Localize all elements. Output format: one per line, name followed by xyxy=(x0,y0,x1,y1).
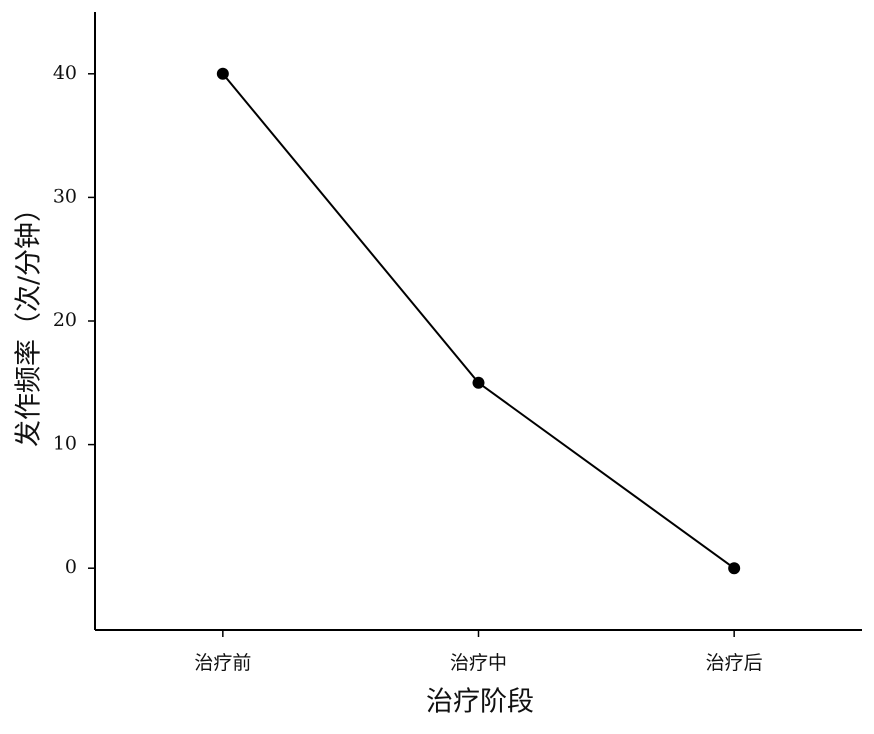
point xyxy=(728,562,741,575)
x-axis-title: 治疗阶段 xyxy=(426,687,534,718)
x-tick-label: 治疗中 xyxy=(450,652,507,674)
y-tick-label: 20 xyxy=(53,309,77,331)
y-tick-label: 30 xyxy=(53,185,77,207)
x-tick-label: 治疗后 xyxy=(706,652,763,674)
point xyxy=(472,376,485,389)
y-tick-label: 10 xyxy=(53,433,77,455)
y-axis-title: 发作频率（次/分钟） xyxy=(14,195,45,447)
line xyxy=(222,73,735,570)
y-tick-label: 40 xyxy=(53,62,77,84)
point xyxy=(216,67,229,80)
y-tick-label: 0 xyxy=(65,556,77,578)
x-tick-label: 治疗前 xyxy=(194,652,251,674)
